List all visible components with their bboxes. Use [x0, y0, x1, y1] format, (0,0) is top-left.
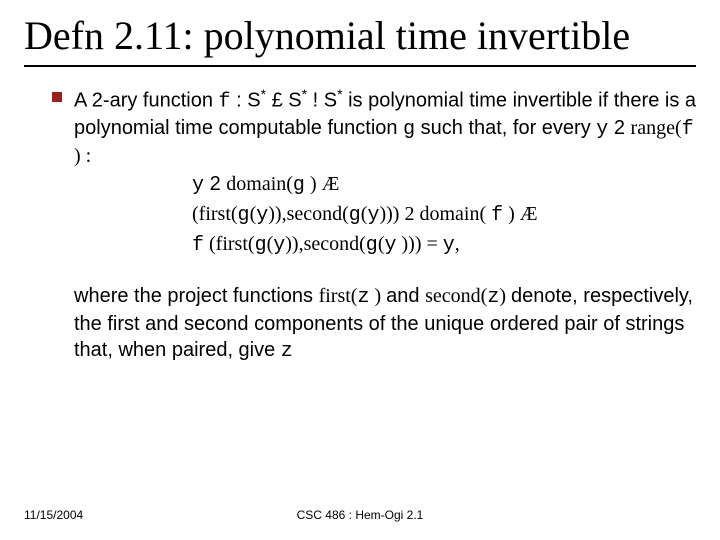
bullet-icon: [52, 92, 62, 102]
text: 2: [608, 117, 630, 139]
symbol-z: z: [281, 340, 293, 363]
text: £ S: [266, 89, 302, 111]
text: domain(: [226, 173, 293, 195]
symbol-f: f: [192, 234, 204, 257]
text: such that, for every: [415, 117, 596, 139]
symbol-g: g: [349, 204, 361, 227]
symbol-f: f: [219, 90, 231, 113]
text: )),: [268, 203, 286, 225]
text: and: [386, 285, 425, 307]
footer-course: CSC 486 : Hem-Ogi 2.1: [24, 508, 696, 522]
slide: Defn 2.11: polynomial time invertible A …: [0, 0, 720, 540]
symbol-z: z: [357, 286, 369, 309]
symbol-g: g: [238, 204, 250, 227]
text: ))) =: [397, 233, 443, 255]
symbol-g: g: [403, 118, 415, 141]
text: ) Æ: [305, 173, 339, 195]
symbol-y: y: [367, 204, 379, 227]
text: ): [370, 285, 387, 307]
symbol-y: y: [192, 174, 204, 197]
text: ): [499, 285, 511, 307]
text: ))) 2: [379, 203, 419, 225]
symbol-y: y: [273, 234, 285, 257]
symbol-z: z: [487, 286, 499, 309]
slide-title: Defn 2.11: polynomial time invertible: [24, 14, 696, 67]
symbol-y: y: [443, 234, 455, 257]
text: 2: [204, 173, 226, 195]
symbol-g: g: [293, 174, 305, 197]
explanation-paragraph: where the project functions first(z ) an…: [74, 283, 696, 365]
text: second(: [425, 285, 487, 307]
symbol-y: y: [596, 118, 608, 141]
text: second(: [304, 233, 366, 255]
text: )),: [285, 233, 303, 255]
text: (first(: [204, 233, 255, 255]
text: : S: [231, 89, 261, 111]
slide-footer: 11/15/2004 CSC 486 : Hem-Ogi 2.1: [24, 508, 696, 522]
text: range(: [631, 117, 682, 139]
text: where the project functions: [74, 285, 319, 307]
text: ! S: [307, 89, 337, 111]
condition-line: (first(g(y)),second(g(y))) 2 domain( f )…: [192, 201, 696, 229]
symbol-g: g: [366, 234, 378, 257]
definition-paragraph: A 2-ary function f : S* £ S* ! S* is pol…: [74, 85, 696, 170]
symbol-y: y: [384, 234, 396, 257]
symbol-y: y: [256, 204, 268, 227]
condition-line: y 2 domain(g ) Æ: [192, 171, 696, 199]
symbol-f: f: [491, 204, 503, 227]
text: second(: [287, 203, 349, 225]
text: ,: [455, 233, 460, 255]
slide-body: A 2-ary function f : S* £ S* ! S* is pol…: [24, 85, 696, 366]
bullet-item: A 2-ary function f : S* £ S* ! S* is pol…: [52, 85, 696, 170]
text: ) :: [74, 145, 91, 167]
text: first(: [319, 285, 358, 307]
conditions-block: y 2 domain(g ) Æ (first(g(y)),second(g(y…: [192, 171, 696, 259]
symbol-g: g: [255, 234, 267, 257]
text: A 2-ary function: [74, 89, 219, 111]
symbol-f: f: [682, 118, 694, 141]
condition-line: f (first(g(y)),second(g(y ))) = y,: [192, 231, 696, 259]
text: ) Æ: [503, 203, 537, 225]
text: domain(: [419, 203, 491, 225]
text: (first(: [192, 203, 238, 225]
